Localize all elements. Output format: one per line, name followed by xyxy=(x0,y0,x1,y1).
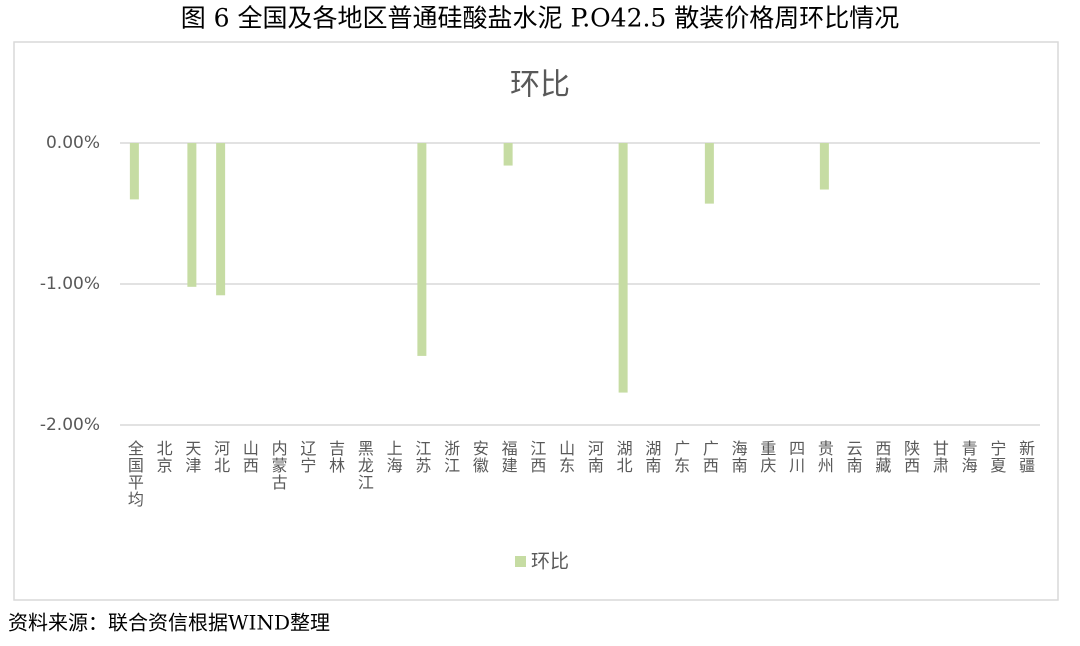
source-note: 资料来源：联合资信根据WIND整理 xyxy=(8,611,330,635)
x-tick-label: 四川 xyxy=(786,440,805,474)
x-tick-label: 黑龙江 xyxy=(355,440,374,491)
x-tick-label: 贵州 xyxy=(815,440,834,474)
y-tick-label: -2.00% xyxy=(40,415,100,435)
bar xyxy=(618,143,628,393)
chart-frame xyxy=(13,41,1059,601)
x-tick-label: 湖北 xyxy=(614,440,633,474)
bar xyxy=(503,143,513,166)
x-tick-label: 海南 xyxy=(729,440,748,474)
x-tick-label: 陕西 xyxy=(901,440,920,474)
bar xyxy=(417,143,427,356)
x-tick-label: 湖南 xyxy=(642,440,661,474)
x-tick-label: 内蒙古 xyxy=(269,440,288,491)
chart-title: 环比 xyxy=(510,68,570,103)
x-tick-label: 江西 xyxy=(527,440,546,474)
bar xyxy=(704,143,714,204)
x-tick-label: 重庆 xyxy=(757,440,776,474)
x-tick-label: 辽宁 xyxy=(297,440,316,474)
bar xyxy=(216,143,226,296)
x-tick-label: 北京 xyxy=(154,440,173,474)
x-tick-label: 河北 xyxy=(211,440,230,474)
bar xyxy=(819,143,829,190)
x-tick-label: 浙江 xyxy=(441,440,460,474)
x-tick-label: 安徽 xyxy=(470,440,489,474)
x-tick-label: 山东 xyxy=(556,440,575,474)
x-tick-label: 上海 xyxy=(384,440,403,474)
bar xyxy=(129,143,139,200)
legend-label: 环比 xyxy=(531,551,569,573)
x-tick-label: 吉林 xyxy=(326,440,345,474)
x-tick-label: 广东 xyxy=(671,440,690,474)
x-tick-label: 新疆 xyxy=(1016,440,1035,474)
x-tick-label: 福建 xyxy=(499,440,518,474)
legend-swatch xyxy=(515,556,526,567)
x-tick-label: 云南 xyxy=(844,440,863,474)
x-tick-label: 天津 xyxy=(182,440,201,474)
x-tick-label: 河南 xyxy=(585,440,604,474)
figure-caption: 图 6 全国及各地区普通硅酸盐水泥 P.O42.5 散装价格周环比情况 xyxy=(181,4,900,33)
x-tick-label: 青海 xyxy=(959,440,978,474)
x-tick-label: 全国平均 xyxy=(125,440,144,508)
bar xyxy=(187,143,197,287)
x-tick-label: 甘肃 xyxy=(930,440,949,474)
x-tick-label: 西藏 xyxy=(872,440,891,474)
y-tick-label: 0.00% xyxy=(46,133,100,153)
x-tick-label: 山西 xyxy=(240,440,259,474)
x-tick-label: 江苏 xyxy=(412,440,431,474)
x-tick-label: 宁夏 xyxy=(987,440,1006,474)
y-tick-label: -1.00% xyxy=(40,274,100,294)
x-tick-label: 广西 xyxy=(700,440,719,474)
